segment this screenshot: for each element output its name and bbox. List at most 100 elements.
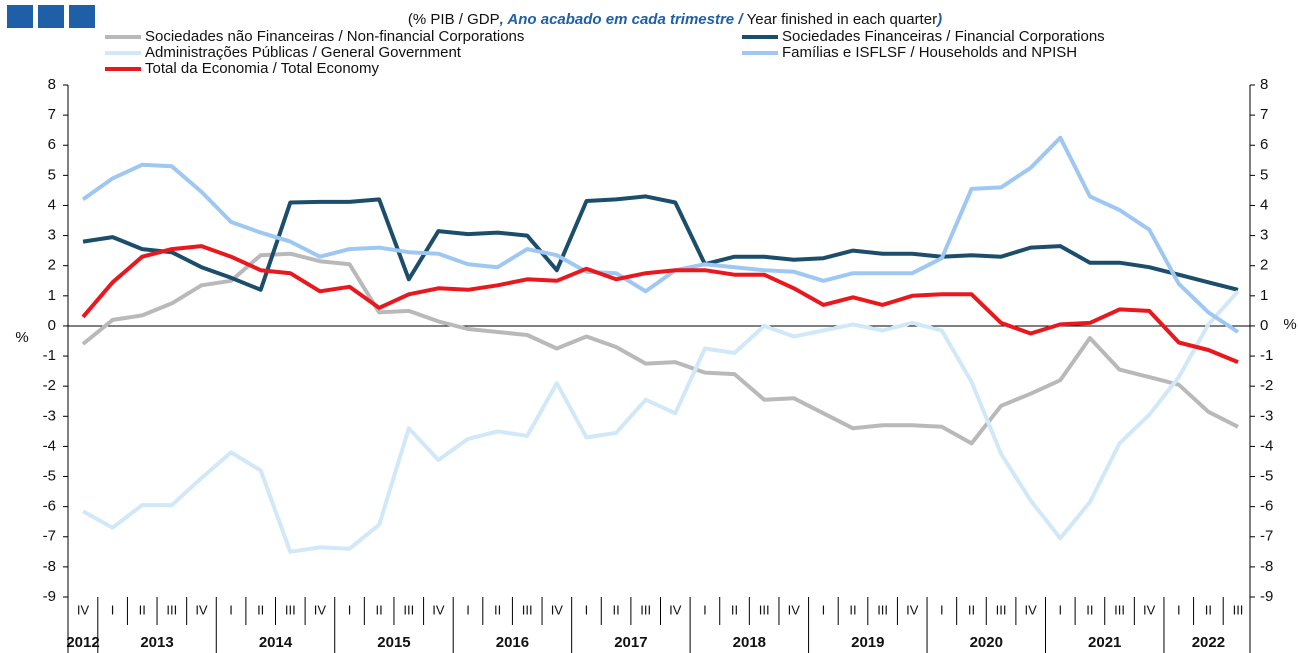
year-label: 2015 (377, 634, 410, 651)
x-tick-label: IV (551, 602, 564, 617)
y-tick-label: -9 (43, 588, 56, 605)
x-tick-label: I (229, 602, 233, 617)
year-label: 2019 (851, 634, 884, 651)
x-tick-label: III (996, 602, 1007, 617)
x-tick-label: I (1058, 602, 1062, 617)
y2-tick-label: 7 (1260, 106, 1268, 123)
x-tick-label: II (849, 602, 856, 617)
y2-axis-label: % (1283, 316, 1296, 333)
x-tick-label: I (585, 602, 589, 617)
y-tick-label: 8 (48, 76, 56, 93)
y2-tick-label: -6 (1260, 498, 1273, 515)
x-tick-label: II (494, 602, 501, 617)
y-tick-label: 4 (48, 196, 56, 213)
x-tick-label: II (376, 602, 383, 617)
x-tick-label: II (139, 602, 146, 617)
series-line (81, 244, 1239, 364)
y2-tick-label: 3 (1260, 227, 1268, 244)
x-tick-label: IV (195, 602, 208, 617)
x-tick-label: I (940, 602, 944, 617)
x-tick-label: I (822, 602, 826, 617)
x-tick-label: I (1177, 602, 1181, 617)
logo (7, 5, 95, 28)
year-label: 2012 (66, 634, 99, 651)
x-tick-label: I (466, 602, 470, 617)
subtitle-part: (% PIB / (408, 11, 467, 28)
x-tick-label: III (1233, 602, 1244, 617)
year-label: 2013 (140, 634, 173, 651)
chart-subtitle: (% PIB / GDP, Ano acabado em cada trimes… (408, 11, 942, 28)
x-tick-label: II (257, 602, 264, 617)
y2-tick-label: 8 (1260, 76, 1268, 93)
x-tick-label: IV (432, 602, 445, 617)
y2-tick-label: 0 (1260, 317, 1268, 334)
y-tick-label: -1 (43, 347, 56, 364)
x-tick-label: II (1205, 602, 1212, 617)
x-tick-label: I (348, 602, 352, 617)
y-tick-label: 6 (48, 136, 56, 153)
year-label: 2017 (614, 634, 647, 651)
legend-label: Administrações Públicas / General Govern… (145, 44, 462, 61)
subtitle-part: , Ano acabado em cada trimestre / (499, 11, 747, 28)
year-label: 2018 (733, 634, 766, 651)
x-tick-label: II (968, 602, 975, 617)
x-tick-label: IV (77, 602, 90, 617)
x-tick-label: III (640, 602, 651, 617)
y2-tick-label: 4 (1260, 196, 1268, 213)
y-tick-label: -2 (43, 377, 56, 394)
subtitle-part: GDP (467, 11, 500, 28)
x-tick-label: I (111, 602, 115, 617)
y2-tick-label: -5 (1260, 467, 1273, 484)
y-tick-label: -3 (43, 407, 56, 424)
x-tick-label: II (1086, 602, 1093, 617)
y2-tick-label: 2 (1260, 257, 1268, 274)
legend-label: Sociedades não Financeiras / Non-financi… (145, 28, 524, 45)
y-tick-label: 7 (48, 106, 56, 123)
x-tick-label: IV (1025, 602, 1038, 617)
y2-tick-label: 5 (1260, 166, 1268, 183)
x-tick-label: II (612, 602, 619, 617)
legend-label: Famílias e ISFLSF / Households and NPISH (782, 44, 1077, 61)
subtitle-part: ) (935, 11, 942, 28)
y2-tick-label: 1 (1260, 287, 1268, 304)
year-label: 2022 (1192, 634, 1225, 651)
y-tick-label: -8 (43, 558, 56, 575)
y-tick-label: 2 (48, 257, 56, 274)
x-tick-label: IV (1143, 602, 1156, 617)
x-tick-label: III (1114, 602, 1125, 617)
legend-label: Total da Economia / Total Economy (145, 60, 380, 77)
year-label: 2020 (970, 634, 1003, 651)
x-tick-label: IV (314, 602, 327, 617)
y-axis-label: % (15, 329, 28, 346)
y-tick-label: 1 (48, 287, 56, 304)
x-tick-label: III (877, 602, 888, 617)
y-tick-label: 3 (48, 227, 56, 244)
y-tick-label: 0 (48, 317, 56, 334)
x-tick-label: III (403, 602, 414, 617)
y2-tick-label: 6 (1260, 136, 1268, 153)
y-tick-label: -7 (43, 528, 56, 545)
x-tick-label: IV (669, 602, 682, 617)
x-tick-label: III (166, 602, 177, 617)
year-label: 2014 (259, 634, 293, 651)
y-tick-label: -4 (43, 437, 56, 454)
y2-tick-label: -3 (1260, 407, 1273, 424)
y-tick-label: 5 (48, 166, 56, 183)
series-line (82, 194, 1239, 292)
x-tick-label: IV (788, 602, 801, 617)
legend-label: Sociedades Financeiras / Financial Corpo… (782, 28, 1105, 45)
y-tick-label: -5 (43, 467, 56, 484)
x-tick-label: III (522, 602, 533, 617)
y2-tick-label: -2 (1260, 377, 1273, 394)
year-label: 2016 (496, 634, 529, 651)
y2-tick-label: -9 (1260, 588, 1273, 605)
y2-tick-label: -4 (1260, 437, 1273, 454)
y2-tick-label: -8 (1260, 558, 1273, 575)
x-tick-label: III (759, 602, 770, 617)
y2-tick-label: -1 (1260, 347, 1273, 364)
year-label: 2021 (1088, 634, 1121, 651)
series-line (81, 251, 1239, 446)
x-tick-label: I (703, 602, 707, 617)
x-tick-label: III (285, 602, 296, 617)
